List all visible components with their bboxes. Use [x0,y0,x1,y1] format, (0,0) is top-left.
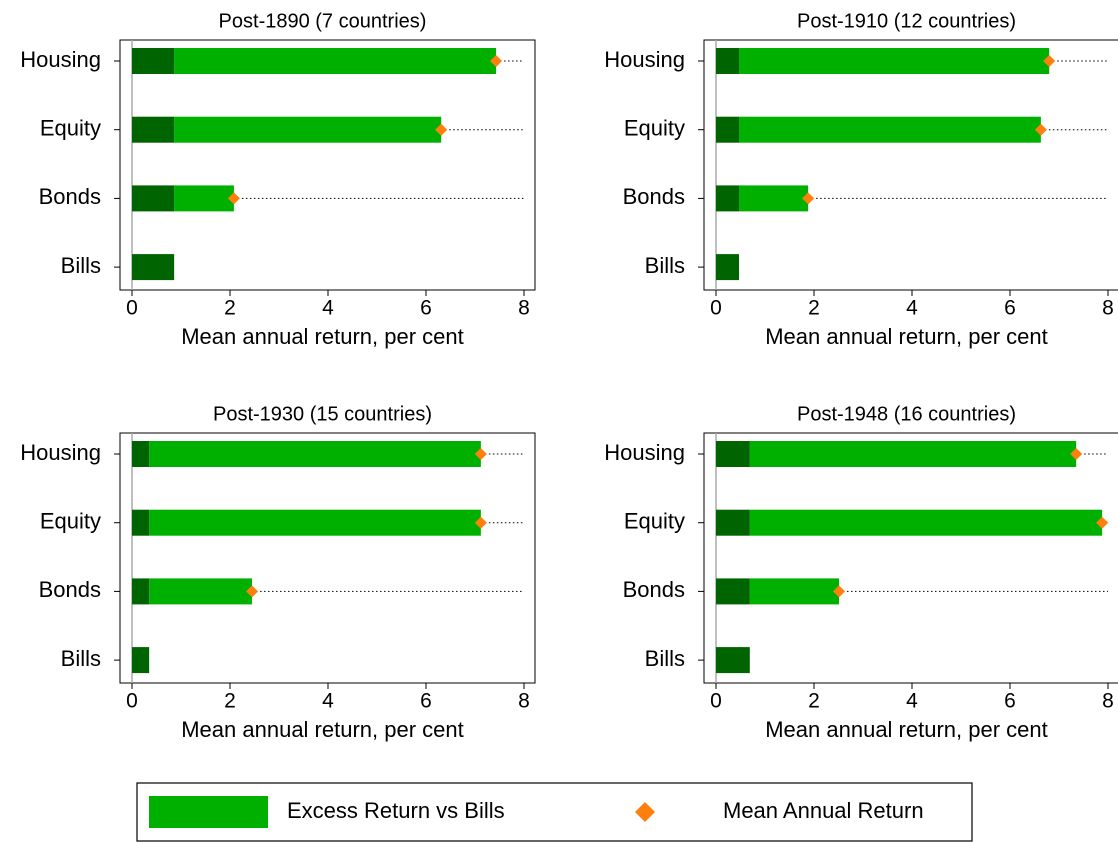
plot-frame [703,432,1118,684]
legend-label: Excess Return vs Bills [287,798,505,823]
bills-bar [716,185,740,212]
mean-marker [1034,123,1047,136]
y-tick-label: Bonds [39,184,101,209]
mean-marker [1096,516,1109,529]
excess-bar [749,578,839,605]
bills-bar [132,441,150,467]
legend-swatch [149,796,268,828]
x-tick-label: 6 [420,297,432,320]
y-tick-label: Equity [40,509,101,534]
mean-marker [246,585,259,598]
excess-bar [149,509,481,536]
bills-bar [132,647,150,674]
panel-title: Post-1890 (7 countries) [219,10,427,32]
y-tick-label: Housing [20,47,101,72]
x-axis-label: Mean annual return, per cent [181,717,464,742]
x-axis-label: Mean annual return, per cent [765,717,1048,742]
x-tick-label: 6 [1004,297,1016,320]
plot-frame [703,39,1118,291]
x-tick-label: 2 [224,690,236,713]
x-axis-label: Mean annual return, per cent [765,324,1048,349]
x-tick-label: 2 [808,297,820,320]
bills-bar [716,578,750,605]
y-tick-label: Bills [645,646,685,671]
mean-marker [1043,55,1056,67]
x-tick-label: 2 [808,690,820,713]
excess-bar [749,509,1103,536]
panel-title: Post-1948 (16 countries) [797,403,1016,425]
excess-bar [739,185,809,212]
excess-bar [174,48,497,74]
mean-marker [832,585,845,598]
plot-frame [119,39,536,291]
x-tick-label: 8 [1102,297,1114,320]
mean-marker [227,192,240,205]
bills-bar [132,48,175,74]
excess-bar [739,48,1050,74]
x-tick-label: 6 [420,690,432,713]
x-tick-label: 0 [710,297,722,320]
mean-marker [435,123,448,136]
y-tick-label: Housing [604,440,685,465]
excess-bar [739,116,1041,143]
excess-bar [149,441,481,467]
bills-bar [132,254,175,281]
bills-bar [132,185,175,212]
y-tick-label: Bills [61,253,101,278]
x-tick-label: 6 [1004,690,1016,713]
y-tick-label: Equity [624,116,685,141]
x-tick-label: 0 [710,690,722,713]
panel-title: Post-1910 (12 countries) [797,10,1016,32]
excess-bar [174,116,442,143]
mean-marker [474,516,487,529]
x-tick-label: 4 [906,690,918,713]
x-tick-label: 4 [322,690,334,713]
excess-bar [174,185,234,212]
x-tick-label: 8 [518,297,530,320]
bills-bar [716,48,740,74]
bills-bar [132,509,150,536]
bills-bar [132,116,175,143]
y-tick-label: Bonds [623,577,685,602]
y-tick-label: Equity [624,509,685,534]
y-tick-label: Equity [40,116,101,141]
y-tick-label: Bills [61,646,101,671]
bills-bar [132,578,150,605]
bills-bar [716,116,740,143]
x-tick-label: 0 [126,690,138,713]
excess-bar [749,441,1077,467]
y-tick-label: Bonds [39,577,101,602]
legend-box [136,782,973,842]
y-tick-label: Bonds [623,184,685,209]
plot-frame [119,432,536,684]
x-tick-label: 0 [126,297,138,320]
legend-label: Mean Annual Return [723,798,924,823]
bills-bar [716,509,750,536]
excess-bar [149,578,253,605]
mean-marker [802,192,815,205]
mean-marker [490,55,503,67]
x-tick-label: 4 [906,297,918,320]
bills-bar [716,647,750,674]
bills-bar [716,254,740,281]
x-tick-label: 8 [518,690,530,713]
bills-bar [716,441,750,467]
y-tick-label: Bills [645,253,685,278]
y-tick-label: Housing [604,47,685,72]
x-tick-label: 8 [1102,690,1114,713]
mean-marker [1070,448,1083,460]
x-axis-label: Mean annual return, per cent [181,324,464,349]
mean-marker [474,448,487,460]
legend-marker [635,802,655,822]
panel-title: Post-1930 (15 countries) [213,403,432,425]
y-tick-label: Housing [20,440,101,465]
x-tick-label: 4 [322,297,334,320]
x-tick-label: 2 [224,297,236,320]
